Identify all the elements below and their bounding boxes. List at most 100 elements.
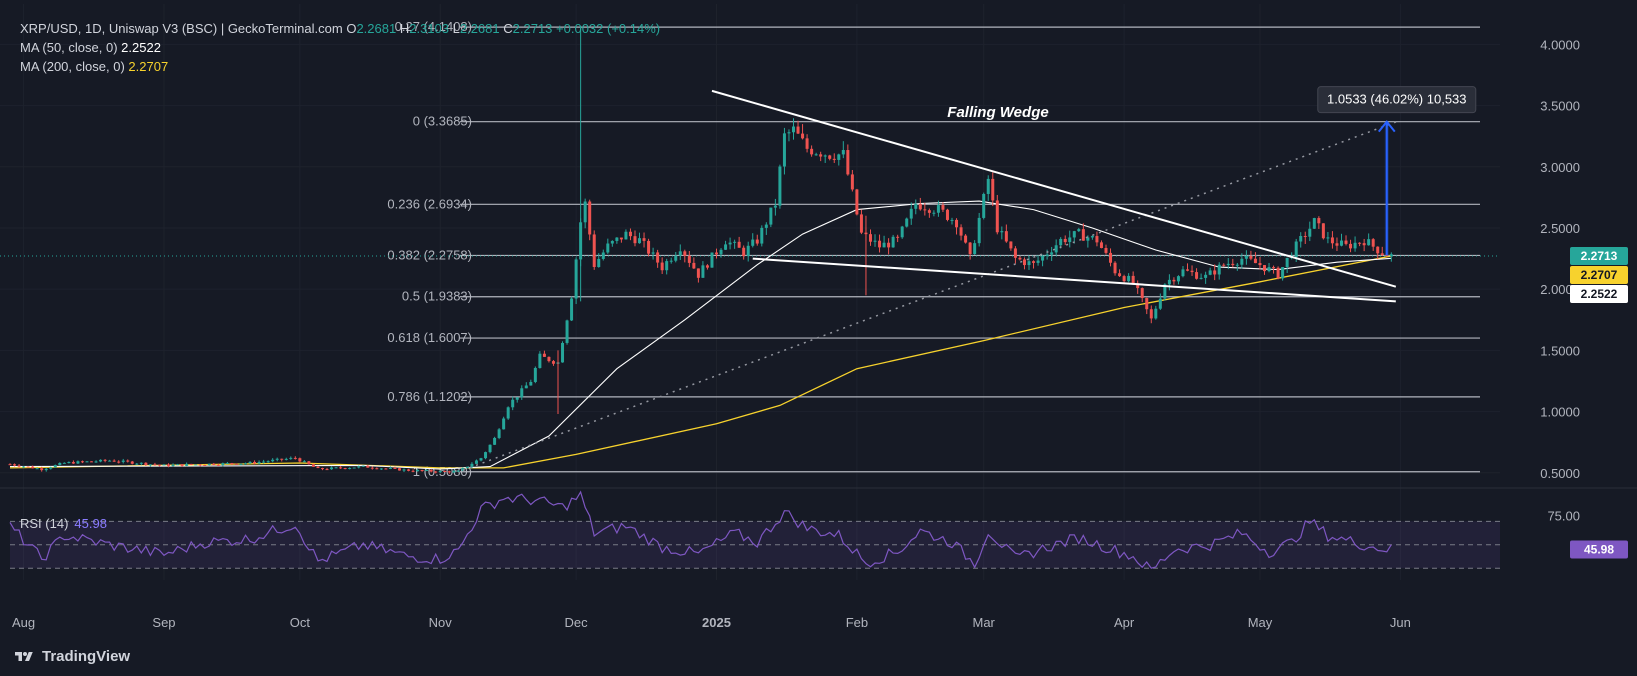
dotted-trend-line[interactable] [462, 119, 1401, 472]
candle-body [1032, 261, 1036, 263]
wedge-line[interactable] [752, 257, 1396, 303]
candle-body [108, 460, 112, 462]
candle-body [1330, 237, 1334, 244]
candle-body [696, 268, 700, 278]
candle-body [760, 227, 764, 244]
candle-body [755, 239, 759, 244]
candle-body [878, 240, 882, 248]
candle-body [1104, 247, 1108, 253]
rsi-tag[interactable] [1570, 540, 1628, 559]
candle-body [307, 461, 311, 465]
candle-body [1113, 262, 1117, 274]
price-tag-label: 2.2713 [1581, 249, 1618, 263]
candle-body [1244, 255, 1248, 259]
wedge-line[interactable] [711, 89, 1397, 288]
drawings[interactable]: Falling Wedge 1.0533 (46.02%) 10,533 [462, 86, 1477, 472]
candle-body [62, 462, 66, 464]
candle-body [660, 262, 664, 271]
candle-body [384, 468, 388, 470]
candle-body [941, 205, 945, 210]
fibonacci-retracement[interactable]: 0.27 (4.1408) 0 (3.3685) 0.236 (2.6934) 0.3… [0, 19, 1500, 479]
measure-label-box[interactable] [1317, 86, 1477, 114]
candle-body [171, 464, 175, 467]
chart-legend: XRP/USD, 1D, Uniswap V3 (BSC) | GeckoTer… [20, 19, 660, 76]
candle-body [1081, 229, 1085, 241]
candle-body [26, 466, 30, 468]
x-tick-label: 2025 [702, 615, 731, 630]
candle-body [103, 459, 107, 461]
rsi-tick-label: 75.00 [1547, 508, 1580, 523]
x-tick-label: Aug [12, 615, 35, 630]
candle-body [914, 203, 918, 209]
price-tag[interactable] [1570, 246, 1628, 265]
candle-body [1172, 279, 1176, 282]
candle-body [801, 133, 805, 139]
candle-body [425, 469, 429, 471]
candle-body [357, 466, 361, 468]
candle-body [1358, 242, 1362, 244]
candle-body [452, 470, 456, 473]
candle-body [1167, 279, 1171, 285]
candle-body [1077, 229, 1081, 232]
candle-body [76, 461, 80, 464]
candle-body [1163, 284, 1167, 299]
candle-body [841, 150, 845, 155]
wedge-annotation[interactable]: Falling Wedge [947, 104, 1048, 121]
candle-body [1380, 253, 1384, 255]
candle-body [619, 237, 623, 240]
price-tag[interactable] [1570, 284, 1628, 303]
price-tag[interactable] [1570, 265, 1628, 284]
rsi-pane [9, 490, 1500, 569]
candle-body [85, 461, 89, 463]
candle-body [275, 458, 279, 460]
candle-body [796, 126, 800, 134]
candle-body [814, 154, 818, 156]
candle-body [244, 463, 248, 465]
ma200-row[interactable]: MA (200, close, 0) 2.2707 [20, 57, 660, 76]
candle-body [533, 367, 537, 382]
candle-body [212, 463, 216, 465]
candle-body [474, 460, 478, 464]
rsi-tag-label: 45.98 [1584, 543, 1614, 557]
candle-body [529, 381, 533, 386]
tradingview-logo[interactable]: TradingView [12, 648, 130, 665]
candle-body [203, 464, 207, 466]
candle-body [13, 464, 17, 466]
candle-body [153, 464, 157, 466]
candle-body [964, 235, 968, 243]
candle-body [1208, 270, 1212, 275]
candle-body [1344, 240, 1348, 244]
candle-body [316, 466, 320, 469]
candle-body [375, 468, 379, 470]
candle-body [221, 463, 225, 466]
candle-body [773, 205, 777, 208]
candle-body [465, 466, 469, 468]
candle-body [1321, 223, 1325, 239]
candle-body [497, 429, 501, 438]
candle-body [456, 470, 460, 472]
candle-body [1204, 274, 1208, 278]
candle-body [733, 241, 737, 243]
candle-body [1176, 276, 1180, 282]
fib-level-label: 1 (0.5080) [413, 464, 472, 479]
candle-body [1272, 267, 1276, 269]
candle-body [927, 210, 931, 213]
candle-body [239, 463, 243, 465]
candle-body [53, 465, 57, 468]
candle-body [1389, 254, 1393, 257]
candle-body [1267, 267, 1271, 272]
candle-body [429, 469, 433, 472]
ma50-path [9, 200, 1392, 470]
x-tick-label: May [1248, 615, 1273, 630]
candle-body [293, 457, 297, 459]
candle-body [633, 236, 637, 244]
ma50-row[interactable]: MA (50, close, 0) 2.2522 [20, 38, 660, 57]
price-tag-label: 2.2522 [1581, 287, 1618, 301]
candle-body [891, 236, 895, 248]
x-tick-label: Sep [152, 615, 175, 630]
rsi-legend[interactable]: RSI (14) 45.98 [20, 516, 107, 531]
candle-body [628, 231, 632, 237]
fib-level-label: 0.786 (1.1202) [387, 389, 472, 404]
candle-body [1063, 238, 1067, 243]
